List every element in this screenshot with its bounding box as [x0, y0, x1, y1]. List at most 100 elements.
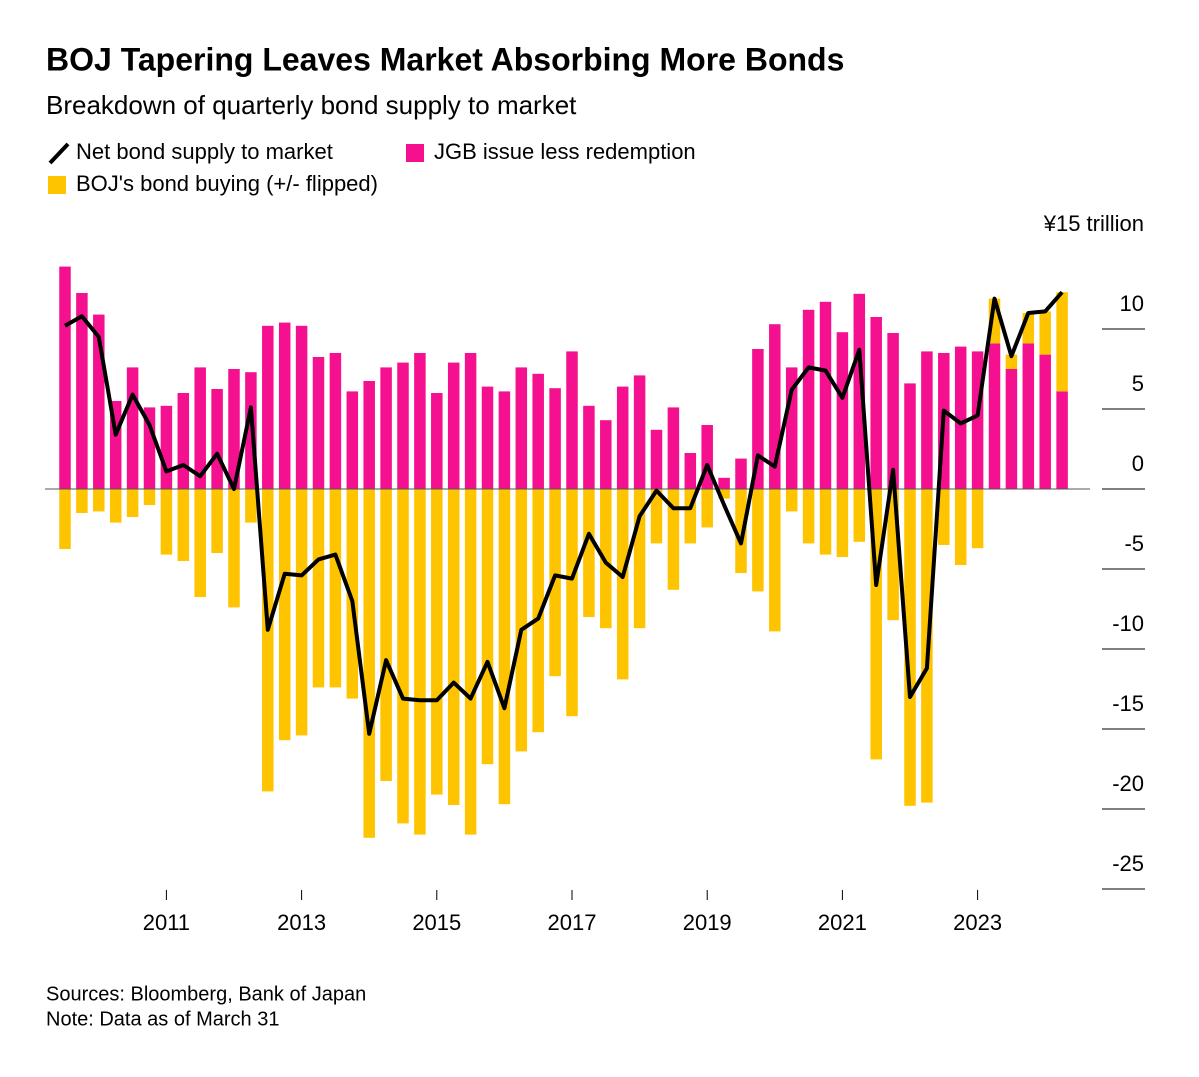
- bar: [904, 383, 916, 489]
- bar: [718, 489, 730, 499]
- bar: [414, 489, 426, 835]
- bar: [870, 317, 882, 489]
- bar: [329, 353, 342, 489]
- bar: [583, 489, 595, 617]
- bar: [971, 351, 984, 489]
- bar: [363, 381, 375, 489]
- bar: [194, 489, 206, 597]
- bar: [752, 349, 764, 489]
- y-tick-label: 10: [1120, 291, 1144, 316]
- bar: [76, 293, 88, 489]
- legend-swatch: [48, 142, 70, 165]
- bar: [921, 351, 933, 489]
- x-tick-label: 2021: [818, 910, 867, 935]
- bar: [684, 489, 697, 544]
- bar: [802, 489, 815, 544]
- bar: [481, 489, 494, 765]
- bar: [735, 489, 747, 573]
- x-tick-label: 2017: [548, 910, 597, 935]
- chart-title: BOJ Tapering Leaves Market Absorbing Mor…: [46, 41, 844, 77]
- bar: [143, 407, 156, 489]
- source: Sources: Bloomberg, Bank of Japan: [46, 983, 366, 1005]
- bar: [363, 489, 375, 838]
- bar: [447, 362, 460, 489]
- bar: [853, 489, 866, 542]
- x-tick-label: 2011: [143, 910, 190, 935]
- bar: [1056, 292, 1068, 392]
- bar: [904, 489, 916, 806]
- bar: [887, 333, 899, 489]
- y-tick-label: -10: [1112, 611, 1144, 636]
- x-tick-label: 2015: [412, 910, 461, 935]
- bar: [464, 353, 477, 489]
- bar: [295, 489, 308, 736]
- bar: [769, 489, 781, 632]
- bar: [515, 489, 528, 752]
- bar: [76, 489, 88, 513]
- bar: [769, 324, 781, 489]
- bar: [414, 353, 426, 489]
- x-tick-label: 2019: [683, 910, 732, 935]
- note: Note: Data as of March 31: [46, 1008, 279, 1030]
- bar: [566, 351, 578, 489]
- bar: [954, 489, 967, 565]
- bar: [380, 489, 392, 781]
- bar: [718, 477, 730, 489]
- y-tick-label: 0: [1132, 451, 1144, 476]
- bar: [1022, 343, 1035, 489]
- y-tick-label: -25: [1112, 851, 1144, 876]
- x-tick-label: 2023: [953, 910, 1002, 935]
- bar: [752, 489, 764, 592]
- bar: [431, 489, 443, 795]
- bar: [329, 489, 342, 688]
- line: [64, 290, 1064, 736]
- bar: [431, 393, 443, 489]
- bar: [1039, 354, 1051, 489]
- bar: [194, 367, 206, 489]
- bar: [549, 489, 561, 677]
- bar: [380, 367, 392, 489]
- bar: [262, 325, 274, 489]
- bar: [988, 343, 1001, 489]
- bar: [802, 309, 815, 489]
- bar: [1005, 369, 1018, 489]
- bar: [532, 373, 544, 489]
- y-tick-label: ¥15 trillion: [1043, 211, 1144, 236]
- bar: [633, 489, 646, 629]
- bar: [616, 386, 629, 489]
- bar: [836, 332, 849, 489]
- bar: [971, 489, 984, 549]
- x-tick-label: 2013: [277, 910, 326, 935]
- bar: [126, 367, 139, 489]
- bar: [819, 489, 832, 555]
- bar: [312, 357, 325, 489]
- bar: [126, 489, 139, 517]
- bar: [160, 489, 173, 555]
- bar: [1039, 311, 1051, 355]
- bar: [211, 389, 223, 489]
- legend-label: JGB issue less redemption: [434, 139, 696, 164]
- bar: [735, 458, 747, 489]
- bar: [616, 489, 629, 680]
- bar: [245, 489, 257, 523]
- bar: [650, 489, 663, 544]
- y-tick-label: -5: [1124, 531, 1144, 556]
- bar: [262, 489, 274, 792]
- bar: [701, 489, 713, 528]
- bar: [785, 367, 798, 489]
- bar: [498, 489, 511, 805]
- bar: [633, 375, 646, 489]
- bar: [177, 393, 190, 489]
- bar: [109, 401, 122, 489]
- y-tick-label: -20: [1112, 771, 1144, 796]
- bar: [954, 346, 967, 489]
- bar: [785, 489, 798, 512]
- legend-swatch: [406, 144, 424, 162]
- bar: [278, 489, 291, 741]
- bar: [1022, 313, 1035, 344]
- bar: [600, 420, 612, 489]
- y-tick-label: -15: [1112, 691, 1144, 716]
- bar: [160, 405, 173, 489]
- bar: [870, 489, 882, 760]
- bar: [701, 425, 713, 489]
